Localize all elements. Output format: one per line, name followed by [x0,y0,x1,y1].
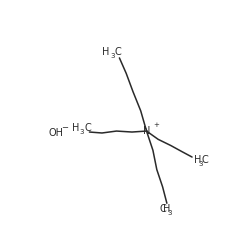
Text: 3: 3 [110,53,115,59]
Text: H: H [102,47,110,57]
Text: H: H [72,123,79,133]
Text: C: C [84,123,91,133]
Text: 3: 3 [198,161,203,167]
Text: 3: 3 [168,210,172,216]
Text: +: + [153,122,159,128]
Text: N: N [143,126,150,136]
Text: C: C [160,204,167,214]
Text: C: C [201,155,208,165]
Text: H: H [163,204,170,214]
Text: H: H [194,155,202,165]
Text: C: C [114,47,121,57]
Text: OH: OH [49,128,64,138]
Text: −: − [61,123,68,132]
Text: 3: 3 [80,130,84,136]
